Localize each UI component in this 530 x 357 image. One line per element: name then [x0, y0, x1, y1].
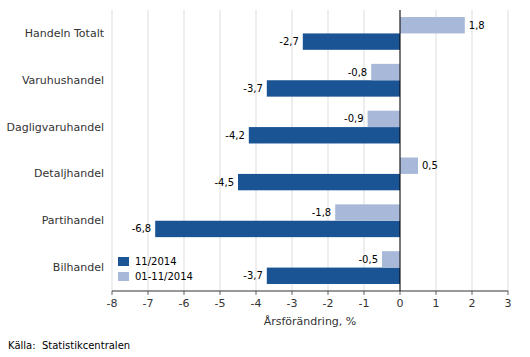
tick-label: -5 — [215, 297, 226, 310]
bar — [400, 17, 465, 33]
data-label: -3,7 — [243, 83, 263, 94]
tick-label: -4 — [251, 297, 262, 310]
data-label: 1,8 — [469, 20, 485, 31]
grid-line — [400, 10, 401, 291]
bars — [155, 17, 465, 284]
y-axis: Handeln Totalt Varuhushandel Dagligvaruhan… — [6, 27, 104, 274]
tick-mark — [508, 291, 509, 295]
bar — [400, 158, 418, 174]
tick-label: -1 — [359, 297, 370, 310]
category-label: Dagligvaruhandel — [6, 121, 104, 134]
legend-label: 11/2014 — [135, 256, 177, 267]
category-label: Varuhushandel — [22, 74, 104, 87]
x-axis-line — [112, 291, 508, 292]
data-label: -3,7 — [243, 270, 263, 281]
data-label: -6,8 — [132, 223, 152, 234]
grid-line — [292, 10, 293, 291]
tick-label: -7 — [143, 297, 154, 310]
tick-mark — [328, 291, 329, 295]
bar — [249, 127, 400, 143]
x-axis: -8 -7 -6 -5 -4 -3 -2 -1 0 1 2 3 — [107, 291, 512, 310]
bar — [368, 111, 400, 127]
bar — [267, 80, 400, 96]
bar — [155, 221, 400, 237]
tick-mark — [292, 291, 293, 295]
category-label: Detaljhandel — [34, 167, 104, 180]
tick-mark — [400, 291, 401, 295]
legend: 11/2014 01-11/2014 — [118, 256, 193, 282]
bar — [371, 64, 400, 80]
bar — [303, 33, 400, 49]
tick-label: 0 — [397, 297, 404, 310]
grid-line — [508, 10, 509, 291]
category-label: Partihandel — [42, 214, 104, 227]
grid-line — [436, 10, 437, 291]
grid-line — [220, 10, 221, 291]
category-label: Bilhandel — [53, 261, 104, 274]
category-label: Handeln Totalt — [25, 27, 105, 40]
tick-mark — [364, 291, 365, 295]
data-label: 0,5 — [422, 160, 438, 171]
grid-line — [364, 10, 365, 291]
tick-mark — [112, 291, 113, 295]
grid-line — [256, 10, 257, 291]
bar — [382, 251, 400, 267]
source: Källa: Statistikcentralen — [8, 340, 130, 351]
legend-swatch — [118, 272, 129, 281]
tick-label: 2 — [469, 297, 476, 310]
data-label: -1,8 — [312, 207, 332, 218]
data-label: -4,5 — [214, 177, 234, 188]
data-label: -0,9 — [344, 113, 364, 124]
data-label: -0,5 — [358, 254, 378, 265]
tick-label: 3 — [505, 297, 512, 310]
grid — [112, 10, 508, 291]
tick-label: 1 — [433, 297, 440, 310]
bar — [238, 174, 400, 190]
x-axis-label: Årsförändring, % — [264, 315, 357, 328]
bar — [335, 204, 400, 220]
tick-mark — [256, 291, 257, 295]
chart: -8 -7 -6 -5 -4 -3 -2 -1 0 1 2 3 -2,7 -3,7 -4,2 -4,5 -6,8… — [0, 0, 530, 357]
tick-label: -2 — [323, 297, 334, 310]
grid-line — [472, 10, 473, 291]
grid-line — [112, 10, 113, 291]
tick-label: -8 — [107, 297, 118, 310]
grid-line — [328, 10, 329, 291]
tick-mark — [436, 291, 437, 295]
data-label: -2,7 — [279, 36, 299, 47]
legend-swatch — [118, 257, 129, 266]
data-label: -4,2 — [225, 130, 245, 141]
grid-line — [148, 10, 149, 291]
tick-mark — [220, 291, 221, 295]
zero-line — [400, 10, 401, 291]
tick-label: -6 — [179, 297, 190, 310]
bar — [267, 268, 400, 284]
tick-label: -3 — [287, 297, 298, 310]
data-label: -0,8 — [348, 67, 368, 78]
plot-area — [112, 10, 508, 291]
tick-mark — [148, 291, 149, 295]
tick-mark — [472, 291, 473, 295]
data-labels: -2,7 -3,7 -4,2 -4,5 -6,8 -3,7 1,8 -0,8 -0,9 0,5 -1… — [132, 20, 485, 282]
grid-line — [184, 10, 185, 291]
legend-label: 01-11/2014 — [135, 271, 193, 282]
tick-mark — [184, 291, 185, 295]
